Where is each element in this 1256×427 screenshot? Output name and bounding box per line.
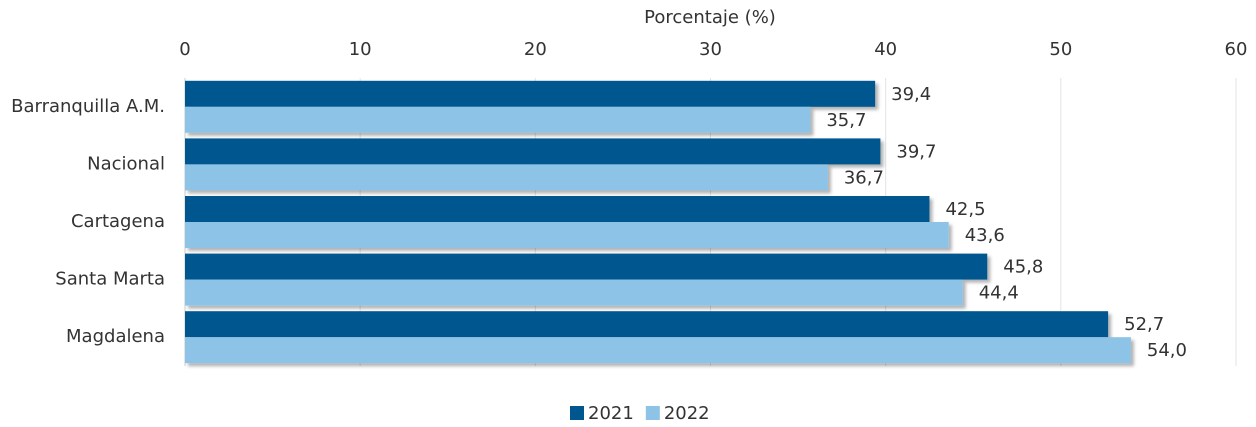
y-tick-label: Magdalena (66, 326, 165, 347)
y-tick-label: Nacional (87, 153, 165, 174)
value-label: 44,4 (979, 283, 1019, 304)
bar (185, 106, 811, 133)
x-tick-label: 0 (179, 39, 190, 60)
bar (185, 164, 828, 191)
x-tick-label: 40 (874, 39, 897, 60)
x-axis-label: Porcentaje (%) (644, 7, 776, 28)
legend-label: 2022 (664, 403, 710, 424)
bar (185, 311, 1109, 338)
value-label: 42,5 (945, 199, 985, 220)
value-label: 39,4 (891, 84, 931, 105)
value-label: 52,7 (1124, 314, 1164, 335)
legend-swatch (645, 406, 660, 420)
x-tick-label: 50 (1049, 39, 1072, 60)
y-tick-label: Cartagena (71, 211, 165, 232)
legend-swatch (570, 406, 584, 420)
bar (185, 196, 930, 222)
legend-label: 2021 (588, 403, 634, 424)
y-tick-label: Barranquilla A.M. (11, 96, 165, 117)
value-label: 54,0 (1147, 340, 1187, 361)
bar (185, 138, 881, 165)
value-label: 45,8 (1003, 257, 1043, 278)
bar (185, 279, 963, 306)
bar (185, 253, 988, 280)
bar (185, 80, 876, 107)
x-tick-label: 10 (349, 39, 372, 60)
x-tick-label: 30 (699, 39, 722, 60)
value-label: 39,7 (896, 141, 936, 162)
value-label: 36,7 (844, 167, 884, 188)
bar (185, 222, 949, 248)
value-label: 35,7 (826, 110, 866, 131)
x-tick-label: 60 (1225, 39, 1248, 60)
value-label: 43,6 (965, 225, 1005, 246)
y-tick-label: Santa Marta (55, 269, 165, 290)
bar (185, 337, 1131, 364)
x-tick-label: 20 (524, 39, 547, 60)
